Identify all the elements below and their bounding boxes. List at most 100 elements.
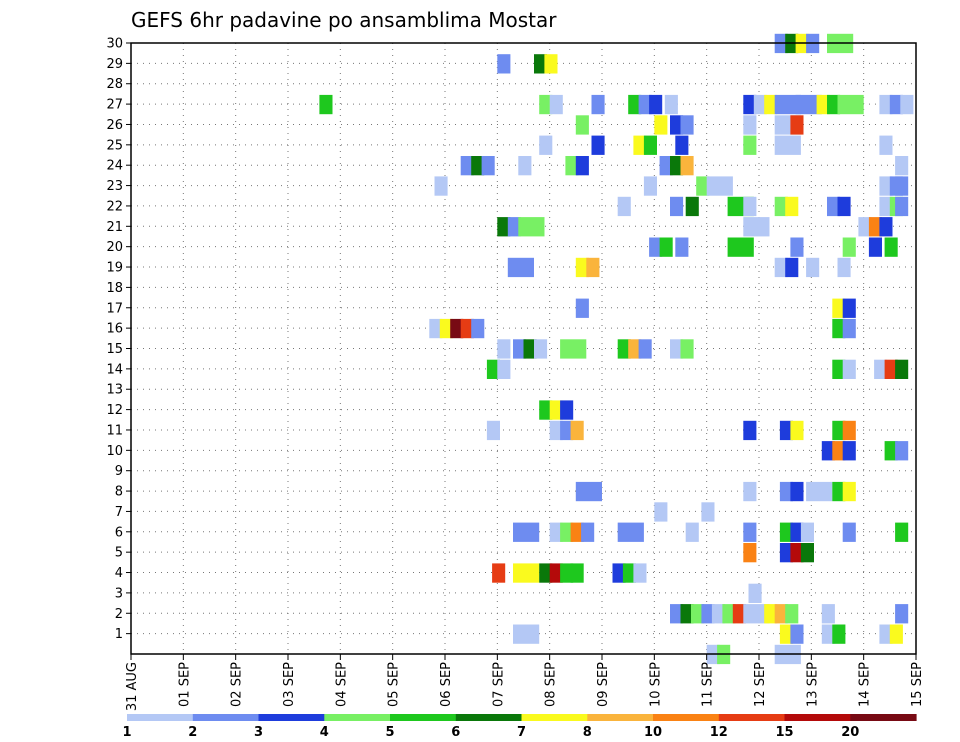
heatmap-cell (549, 94, 563, 115)
heatmap-cell (560, 563, 574, 583)
x-tick-label: 03 SEP (282, 662, 297, 707)
heatmap-cell (701, 502, 715, 522)
heatmap-cell (670, 196, 684, 217)
legend-label: 4 (320, 725, 329, 740)
y-tick-label: 18 (106, 281, 123, 296)
heatmap-cell (706, 176, 733, 196)
heatmap-cell (549, 522, 563, 542)
heatmap-cell (701, 604, 715, 624)
y-tick-label: 21 (106, 220, 123, 235)
heatmap-cell (560, 522, 574, 542)
heatmap-cell (680, 115, 694, 135)
heatmap-cell (560, 339, 587, 359)
chart-title: GEFS 6hr padavine po ansamblima Mostar (131, 8, 557, 32)
x-tick-label: 08 SEP (544, 662, 559, 707)
legend-label: 10 (644, 725, 662, 740)
y-tick-label: 27 (106, 98, 123, 113)
heatmap-cell (837, 196, 851, 217)
y-tick-label: 10 (106, 444, 123, 459)
y-tick-label: 26 (106, 118, 123, 133)
heatmap-cell (884, 359, 898, 379)
heatmap-cell (486, 359, 500, 379)
heatmap-cell (570, 420, 584, 441)
heatmap-cell (879, 135, 893, 155)
heatmap-cell (507, 217, 521, 237)
legend-label: 2 (188, 725, 197, 740)
legend-swatch (784, 714, 851, 721)
heatmap-cell (518, 217, 545, 237)
y-tick-label: 14 (106, 362, 123, 377)
heatmap-cell (821, 604, 835, 624)
heatmap-cell (544, 54, 558, 74)
legend-label: 7 (517, 725, 526, 740)
legend-label: 20 (841, 725, 859, 740)
x-tick-label: 31 AUG (125, 662, 140, 711)
heatmap-cell (832, 441, 846, 461)
heatmap-cell (591, 94, 605, 115)
heatmap-cell (884, 441, 898, 461)
heatmap-cell (539, 400, 553, 420)
y-tick-label: 20 (106, 240, 123, 255)
heatmap-cell (827, 94, 841, 115)
legend-label: 3 (254, 725, 263, 740)
heatmap-cell (497, 217, 511, 237)
y-tick-label: 6 (115, 525, 123, 540)
heatmap-cell (497, 339, 511, 359)
heatmap-cell (774, 257, 788, 278)
heatmap-cell (659, 156, 673, 176)
heatmap-cell (790, 420, 804, 441)
heatmap-cell (492, 563, 506, 583)
legend-swatch (653, 714, 720, 721)
heatmap-cell (842, 522, 856, 542)
heatmap-cell (560, 400, 574, 420)
heatmap-cell (858, 217, 872, 237)
heatmap-cell (827, 196, 841, 217)
heatmap-cell (874, 359, 888, 379)
x-tick-label: 13 SEP (805, 662, 820, 707)
heatmap-cell (685, 522, 699, 542)
heatmap-cell (507, 257, 534, 278)
legend-label: 1 (122, 725, 131, 740)
heatmap-cell (575, 481, 602, 502)
heatmap-cell (816, 94, 830, 115)
heatmap-cell (764, 94, 778, 115)
heatmap-cell (633, 135, 647, 155)
heatmap-cell (743, 481, 757, 502)
heatmap-cell (895, 359, 909, 379)
heatmap-cell (732, 604, 746, 624)
heatmap-cell (691, 604, 705, 624)
heatmap-cell (790, 115, 804, 135)
heatmap-cell (842, 441, 856, 461)
heatmap-cell (832, 318, 846, 339)
heatmap-cell (450, 318, 464, 339)
heatmap-cell (879, 217, 893, 237)
heatmap-cell (549, 400, 563, 420)
heatmap-cell (575, 298, 589, 318)
heatmap-cell (471, 318, 485, 339)
heatmap-cell (868, 217, 882, 237)
heatmap-cell (884, 237, 898, 257)
heatmap-cell (879, 176, 893, 196)
heatmap-cell (790, 624, 804, 644)
heatmap-cell (434, 176, 448, 196)
heatmap-cell (842, 318, 856, 339)
y-tick-label: 4 (115, 566, 123, 581)
heatmap-cell (675, 237, 689, 257)
color-legend: 1 2 3 4 5 6 7 8 10 12 15 20 (122, 714, 917, 740)
y-tick-label: 1 (115, 627, 123, 642)
heatmap-cell (649, 237, 663, 257)
heatmap-cell (471, 156, 485, 176)
heatmap-cell (649, 94, 663, 115)
heatmap-cell (821, 441, 835, 461)
y-tick-label: 24 (106, 159, 123, 174)
heatmap-cell (743, 604, 770, 624)
legend-label: 12 (710, 725, 728, 740)
heatmap-cell (486, 420, 500, 441)
heatmap-cell (617, 522, 644, 542)
heatmap-cell (581, 522, 595, 542)
x-axis: 31 AUG 01 SEP 02 SEP 03 SEP 04 SEP 05 SEP 06 S… (125, 654, 925, 711)
heatmap-cell (842, 298, 856, 318)
heatmap-cell (497, 54, 511, 74)
heatmap-cell (743, 217, 770, 237)
